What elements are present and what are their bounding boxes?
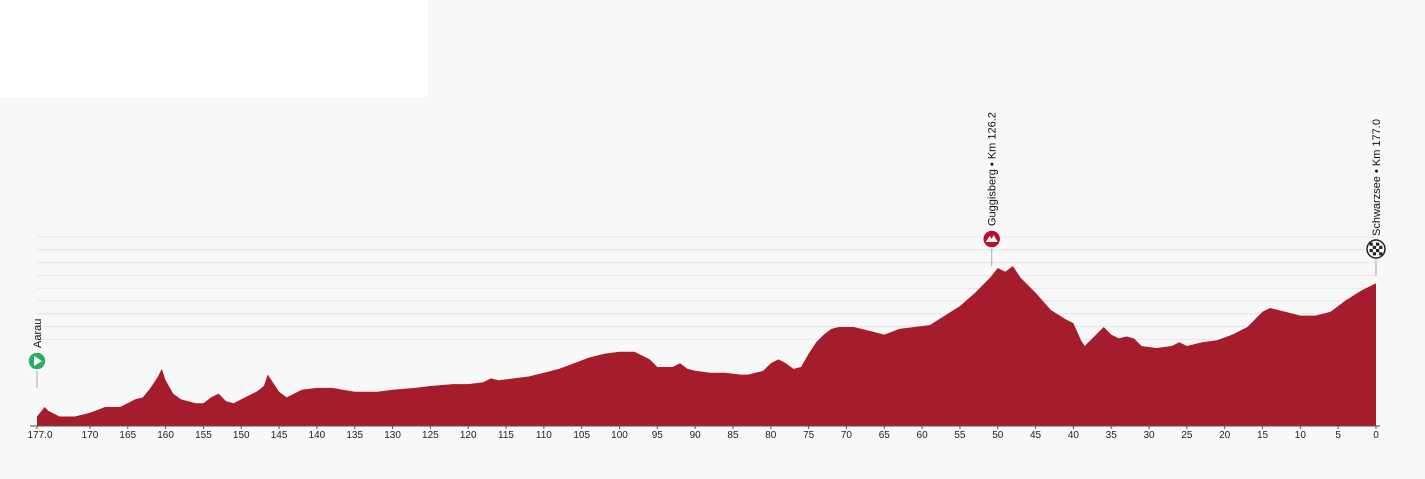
x-tick-label: 70 — [841, 430, 853, 441]
start-arrow-glyph — [34, 356, 42, 366]
finish-flag-square — [1372, 252, 1376, 256]
grid-lines — [37, 236, 1376, 340]
x-tick-label: 160 — [157, 430, 174, 441]
x-tick-label: 135 — [346, 430, 363, 441]
x-tick-label: 115 — [498, 430, 514, 441]
x-tick-label: 170 — [82, 430, 99, 441]
x-tick-label: 45 — [1030, 430, 1042, 441]
x-tick-label: 145 — [271, 430, 288, 441]
x-tick-label: 165 — [119, 430, 136, 441]
x-tick-label: 85 — [727, 430, 739, 441]
x-tick-label: 5 — [1335, 430, 1341, 441]
waypoint-aarau: Aarau — [27, 319, 47, 388]
x-tick-label: 65 — [879, 430, 891, 441]
x-tick-label: 10 — [1295, 430, 1307, 441]
mountain-glyph — [985, 235, 998, 242]
x-axis-ticks: 177.0 170 165 160 155 150 145 140 135 130 125 120 11… — [27, 426, 1379, 441]
x-tick-label: 25 — [1181, 430, 1193, 441]
x-tick-label: 100 — [611, 430, 628, 441]
x-tick-label: 80 — [765, 430, 777, 441]
x-tick-label: 140 — [309, 430, 326, 441]
x-tick-label: 90 — [690, 430, 702, 441]
finish-flag-square — [1372, 245, 1376, 249]
x-tick-label: 125 — [422, 430, 439, 441]
x-tick-label: 15 — [1257, 430, 1269, 441]
waypoint-schwarzsee: Schwarzsee • Km 177.0 — [1366, 119, 1386, 276]
x-tick-label: 155 — [195, 430, 212, 441]
x-tick-label: 30 — [1143, 430, 1155, 441]
finish-flag-square — [1376, 242, 1380, 246]
x-tick-label: 55 — [954, 430, 966, 441]
x-tick-label: 20 — [1219, 430, 1231, 441]
x-tick-label: 130 — [384, 430, 401, 441]
x-tick-label: 120 — [460, 430, 477, 441]
finish-flag-square — [1379, 245, 1383, 249]
x-tick-label: 50 — [992, 430, 1004, 441]
finish-flag-square — [1379, 252, 1383, 256]
elevation-area — [37, 266, 1376, 426]
waypoints: Aarau Guggisberg • Km 126.2 Schwarzsee • K… — [27, 112, 1386, 388]
x-tick-label: 177.0 — [27, 430, 52, 441]
x-tick-label: 35 — [1106, 430, 1118, 441]
header-blank-panel — [0, 0, 428, 97]
x-tick-label: 0 — [1373, 430, 1379, 441]
x-tick-label: 75 — [803, 430, 815, 441]
x-tick-label: 40 — [1068, 430, 1080, 441]
waypoint-label: Guggisberg • Km 126.2 — [987, 112, 999, 226]
finish-flag-square — [1369, 249, 1373, 253]
x-tick-label: 105 — [573, 430, 590, 441]
waypoint-label: Schwarzsee • Km 177.0 — [1371, 119, 1383, 236]
finish-flag-square — [1369, 242, 1373, 246]
waypoint-label: Aarau — [32, 319, 44, 348]
finish-flag-icon — [1366, 239, 1386, 259]
x-tick-label: 95 — [652, 430, 664, 441]
x-tick-label: 60 — [917, 430, 929, 441]
waypoint-guggisberg: Guggisberg • Km 126.2 — [981, 112, 1002, 266]
finish-flag-square — [1376, 249, 1380, 253]
x-tick-label: 150 — [233, 430, 250, 441]
x-tick-label: 110 — [536, 430, 552, 441]
